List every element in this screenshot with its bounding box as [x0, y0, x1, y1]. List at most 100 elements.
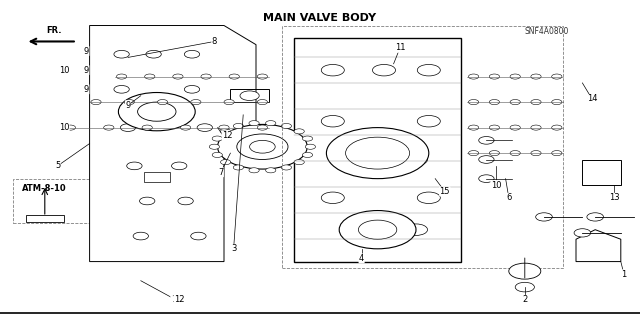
Circle shape: [479, 175, 494, 182]
Circle shape: [404, 224, 428, 235]
Circle shape: [552, 100, 562, 105]
Circle shape: [468, 151, 479, 156]
Circle shape: [510, 151, 520, 156]
Circle shape: [118, 93, 195, 131]
Text: 12: 12: [171, 295, 181, 304]
Text: 14: 14: [587, 94, 597, 103]
Circle shape: [321, 115, 344, 127]
Circle shape: [404, 154, 428, 165]
Bar: [230, 89, 269, 102]
Circle shape: [302, 136, 312, 141]
Circle shape: [65, 125, 76, 130]
Circle shape: [249, 168, 259, 173]
Text: 9: 9: [125, 101, 131, 110]
Circle shape: [574, 229, 591, 237]
Bar: [144, 172, 170, 182]
Circle shape: [127, 162, 142, 170]
Circle shape: [142, 125, 152, 130]
Circle shape: [552, 74, 562, 79]
Text: 2: 2: [522, 295, 527, 304]
Circle shape: [552, 125, 562, 130]
Text: FR.: FR.: [47, 26, 62, 35]
Circle shape: [326, 128, 429, 179]
Circle shape: [249, 121, 259, 126]
Circle shape: [510, 74, 520, 79]
Circle shape: [346, 137, 410, 169]
Circle shape: [237, 134, 288, 160]
Circle shape: [510, 100, 520, 105]
Circle shape: [229, 74, 239, 79]
Circle shape: [305, 144, 316, 149]
Circle shape: [233, 165, 243, 170]
Text: 12: 12: [174, 295, 184, 304]
Text: 13: 13: [609, 193, 620, 202]
Circle shape: [468, 74, 479, 79]
Circle shape: [250, 140, 275, 153]
Circle shape: [157, 100, 168, 105]
Circle shape: [180, 125, 191, 130]
Circle shape: [221, 129, 231, 134]
Circle shape: [372, 64, 396, 76]
Text: 12: 12: [222, 131, 232, 140]
Text: 3: 3: [231, 244, 236, 253]
Text: 10: 10: [491, 181, 501, 189]
Circle shape: [224, 100, 234, 105]
Text: 5: 5: [55, 161, 60, 170]
Circle shape: [339, 211, 416, 249]
Text: ATM-8-10: ATM-8-10: [22, 184, 67, 193]
Circle shape: [321, 192, 344, 204]
Bar: [282, 26, 563, 268]
Circle shape: [219, 125, 229, 130]
Circle shape: [294, 160, 304, 165]
Circle shape: [257, 74, 268, 79]
Bar: [294, 38, 461, 262]
Circle shape: [302, 152, 312, 158]
Circle shape: [531, 151, 541, 156]
Text: 8: 8: [212, 37, 217, 46]
Text: 11: 11: [395, 43, 405, 52]
Circle shape: [358, 220, 397, 239]
Polygon shape: [576, 230, 621, 262]
Circle shape: [294, 129, 304, 134]
Circle shape: [587, 213, 604, 221]
Circle shape: [116, 74, 127, 79]
Circle shape: [124, 100, 134, 105]
Text: 6: 6: [506, 193, 511, 202]
Circle shape: [197, 124, 212, 131]
Circle shape: [91, 100, 101, 105]
Circle shape: [417, 64, 440, 76]
Circle shape: [234, 123, 244, 129]
Circle shape: [138, 102, 176, 121]
Text: 10: 10: [59, 66, 69, 75]
Circle shape: [340, 154, 364, 165]
Circle shape: [257, 100, 268, 105]
Bar: [26, 215, 64, 222]
Circle shape: [266, 168, 276, 173]
Text: 1: 1: [621, 270, 627, 279]
Circle shape: [209, 144, 220, 149]
Circle shape: [489, 151, 499, 156]
Text: 4: 4: [359, 254, 364, 263]
Circle shape: [531, 100, 541, 105]
Text: 15: 15: [440, 187, 450, 196]
Circle shape: [191, 232, 206, 240]
Circle shape: [145, 74, 155, 79]
Circle shape: [266, 121, 276, 126]
Circle shape: [104, 125, 114, 130]
Circle shape: [417, 115, 440, 127]
Circle shape: [282, 165, 292, 170]
Circle shape: [201, 74, 211, 79]
Circle shape: [184, 85, 200, 93]
Circle shape: [218, 124, 307, 169]
Polygon shape: [90, 26, 256, 262]
Circle shape: [340, 224, 364, 235]
Circle shape: [489, 100, 499, 105]
Text: SNF4A0800: SNF4A0800: [525, 27, 569, 36]
Circle shape: [509, 263, 541, 279]
Circle shape: [257, 125, 268, 130]
Circle shape: [114, 50, 129, 58]
Circle shape: [212, 152, 223, 158]
Text: 7: 7: [218, 168, 223, 177]
Circle shape: [146, 50, 161, 58]
Text: MAIN VALVE BODY: MAIN VALVE BODY: [264, 13, 376, 23]
